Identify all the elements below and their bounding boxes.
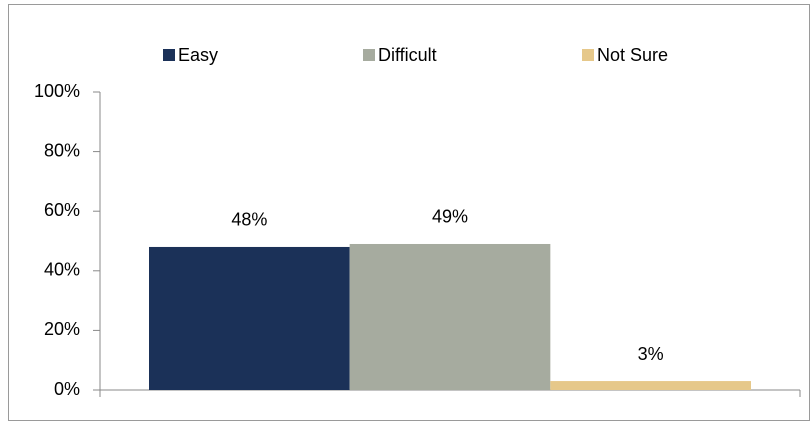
legend-marker: [582, 49, 594, 61]
bar: [149, 246, 350, 390]
legend-label: Difficult: [378, 45, 437, 65]
legend-label: Not Sure: [597, 45, 668, 65]
y-tick-label: 100%: [34, 81, 80, 101]
bar: [349, 243, 551, 390]
y-tick-label: 60%: [44, 200, 80, 220]
legend-marker: [163, 49, 175, 61]
y-tick-label: 0%: [54, 379, 80, 399]
data-label: 48%: [231, 210, 267, 230]
legend-label: Easy: [178, 45, 218, 65]
bar: [550, 381, 751, 390]
y-tick-label: 40%: [44, 260, 80, 280]
y-tick-label: 20%: [44, 319, 80, 339]
data-label: 3%: [638, 344, 664, 364]
legend-marker: [363, 49, 375, 61]
data-label: 49%: [432, 207, 468, 227]
y-tick-label: 80%: [44, 140, 80, 160]
